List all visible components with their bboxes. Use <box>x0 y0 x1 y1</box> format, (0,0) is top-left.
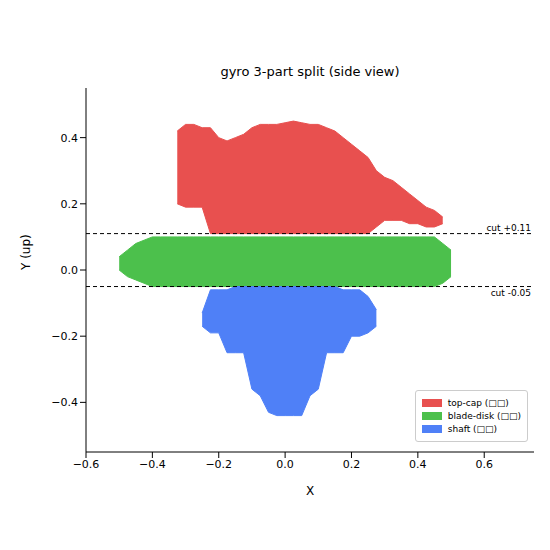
svg-text:0.0: 0.0 <box>276 458 294 471</box>
html-text:top-cap (□□): top-cap (□□) <box>447 398 509 408</box>
svg-text:−0.2: −0.2 <box>51 330 78 343</box>
svg-text:cut -0.05: cut -0.05 <box>491 288 531 298</box>
svg-text:cut +0.11: cut +0.11 <box>486 223 531 233</box>
html-text:gyro 3-part split (side view): gyro 3-part split (side view) <box>220 64 400 79</box>
svg-text:0.4: 0.4 <box>61 132 79 145</box>
svg-text:0.6: 0.6 <box>475 458 493 471</box>
svg-text:−0.4: −0.4 <box>51 396 78 409</box>
svg-text:−0.4: −0.4 <box>139 458 166 471</box>
svg-text:0.2: 0.2 <box>343 458 361 471</box>
svg-text:0.4: 0.4 <box>409 458 427 471</box>
svg-text:0.0: 0.0 <box>61 264 79 277</box>
html-text:shaft (□□): shaft (□□) <box>447 424 498 434</box>
svg-text:X: X <box>306 484 314 498</box>
svg-text:−0.2: −0.2 <box>205 458 232 471</box>
svg-text:0.2: 0.2 <box>61 198 79 211</box>
svg-text:Y (up): Y (up) <box>19 234 33 271</box>
html-text:blade-disk (□□): blade-disk (□□) <box>447 411 521 421</box>
svg-text:−0.6: −0.6 <box>73 458 100 471</box>
